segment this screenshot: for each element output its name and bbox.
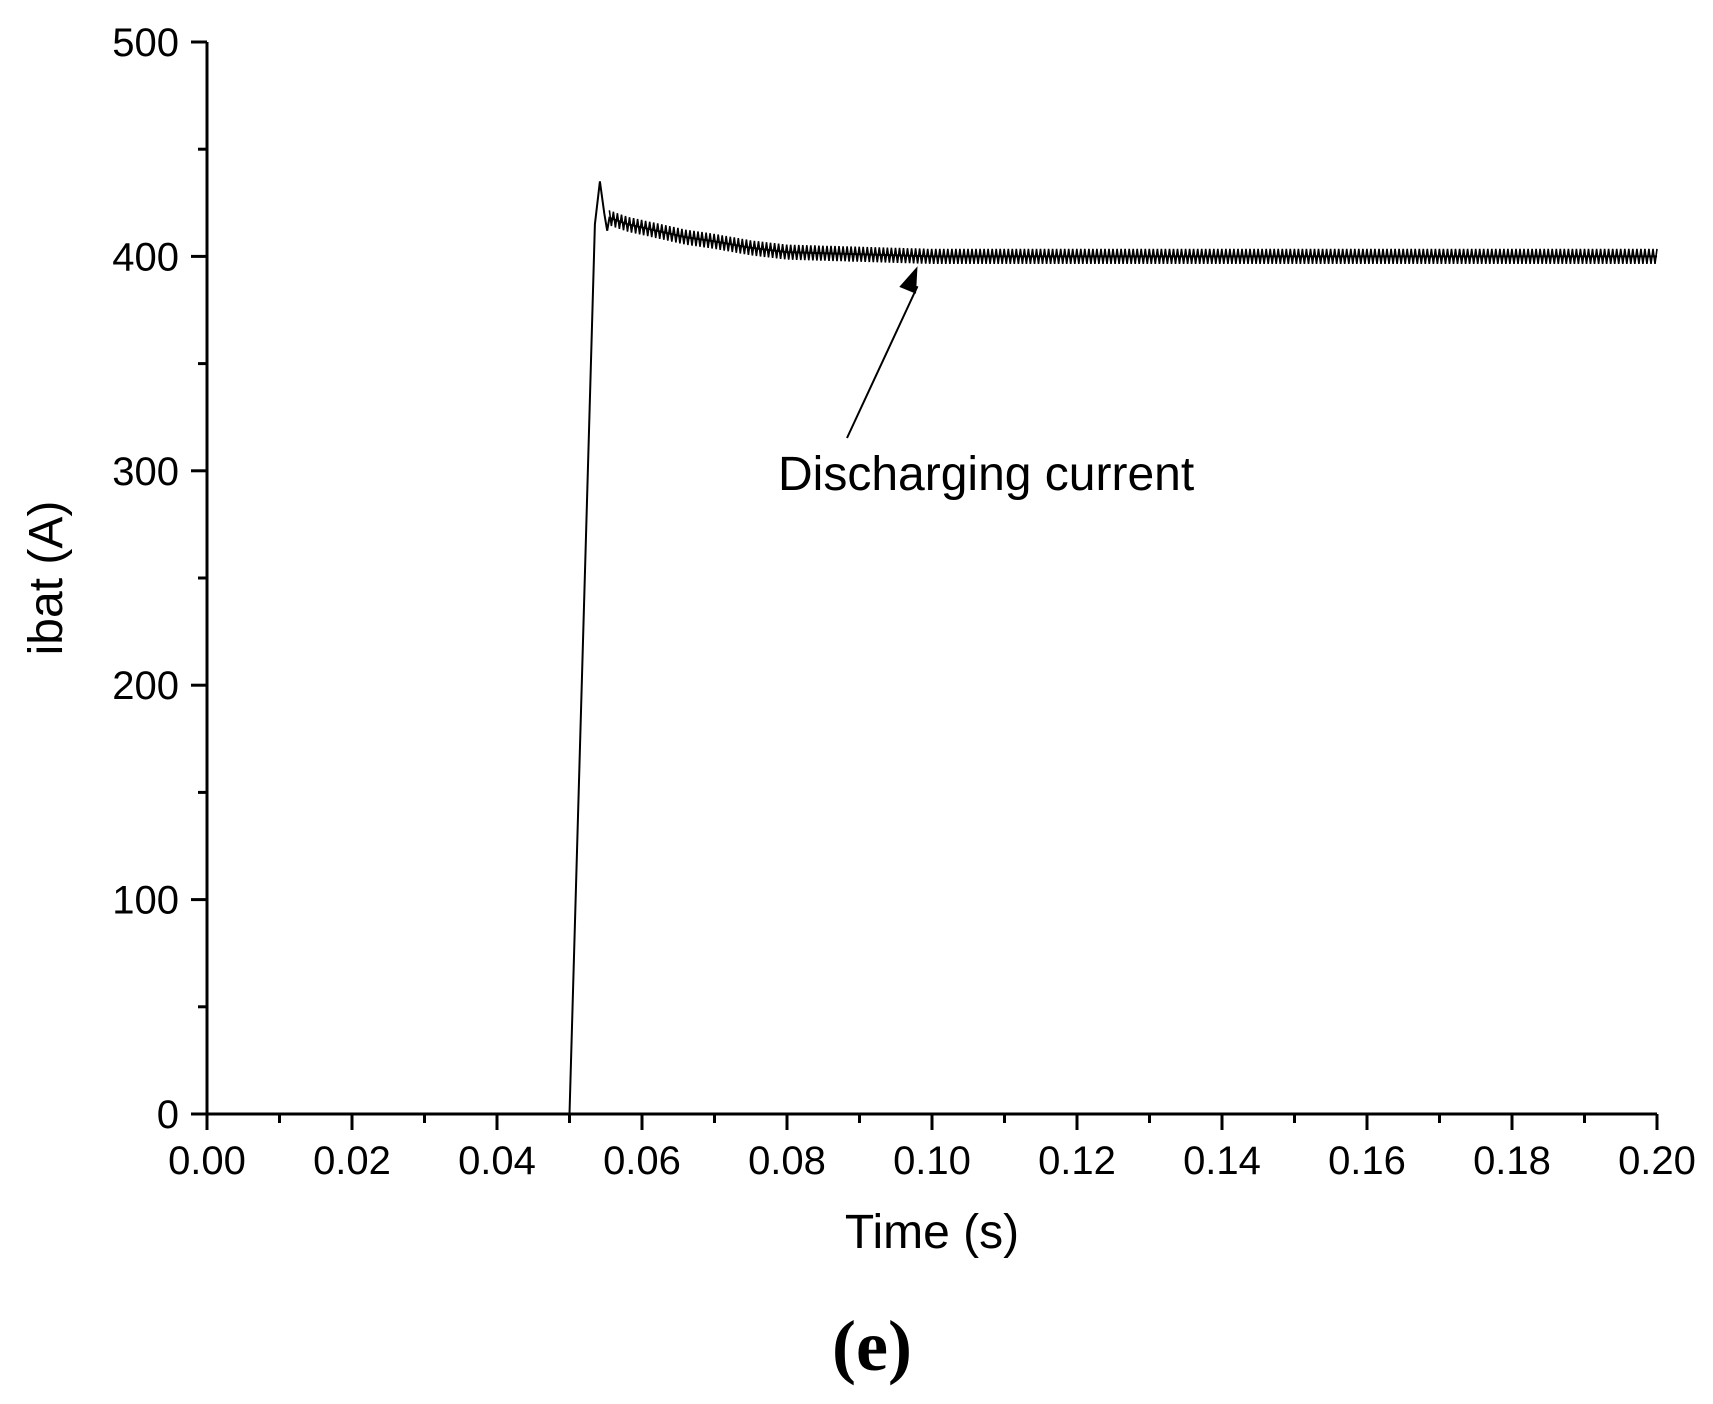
y-tick-labels: 0 100 200 300 400 500 — [112, 21, 179, 1137]
y-axis-label: ibat (A) — [20, 501, 73, 656]
series-line — [207, 181, 1657, 1115]
x-tick-label: 0.20 — [1618, 1139, 1696, 1183]
y-tick-label: 300 — [112, 450, 179, 494]
annotation-text: Discharging current — [778, 448, 1194, 501]
series-ripple-band — [608, 210, 1658, 265]
y-tick-label: 100 — [112, 879, 179, 923]
annotation-arrow-line — [846, 285, 919, 439]
x-tick-label: 0.14 — [1183, 1139, 1261, 1183]
y-tick-label: 500 — [112, 21, 179, 65]
x-tick-label: 0.06 — [603, 1139, 681, 1183]
x-tick-label: 0.04 — [458, 1139, 536, 1183]
tick-marks — [191, 40, 1659, 1130]
annotation-arrowhead — [899, 266, 918, 294]
x-axis-label: Time (s) — [845, 1206, 1019, 1259]
series-group — [207, 181, 1658, 1115]
x-tick-label: 0.02 — [313, 1139, 391, 1183]
x-tick-label: 0.08 — [748, 1139, 826, 1183]
x-tick-label: 0.12 — [1038, 1139, 1116, 1183]
axes — [205, 42, 1657, 1116]
y-tick-label: 400 — [112, 235, 179, 279]
y-tick-label: 200 — [112, 664, 179, 708]
x-tick-label: 0.00 — [168, 1139, 246, 1183]
annotation-group — [846, 266, 919, 439]
x-tick-labels: 0.00 0.02 0.04 0.06 0.08 0.10 0.12 0.14 0.16 0.18… — [168, 1139, 1696, 1183]
x-tick-label: 0.16 — [1328, 1139, 1406, 1183]
panel-label: (e) — [832, 1306, 912, 1386]
x-tick-label: 0.10 — [893, 1139, 971, 1183]
y-tick-label: 0 — [157, 1093, 179, 1137]
x-tick-label: 0.18 — [1473, 1139, 1551, 1183]
